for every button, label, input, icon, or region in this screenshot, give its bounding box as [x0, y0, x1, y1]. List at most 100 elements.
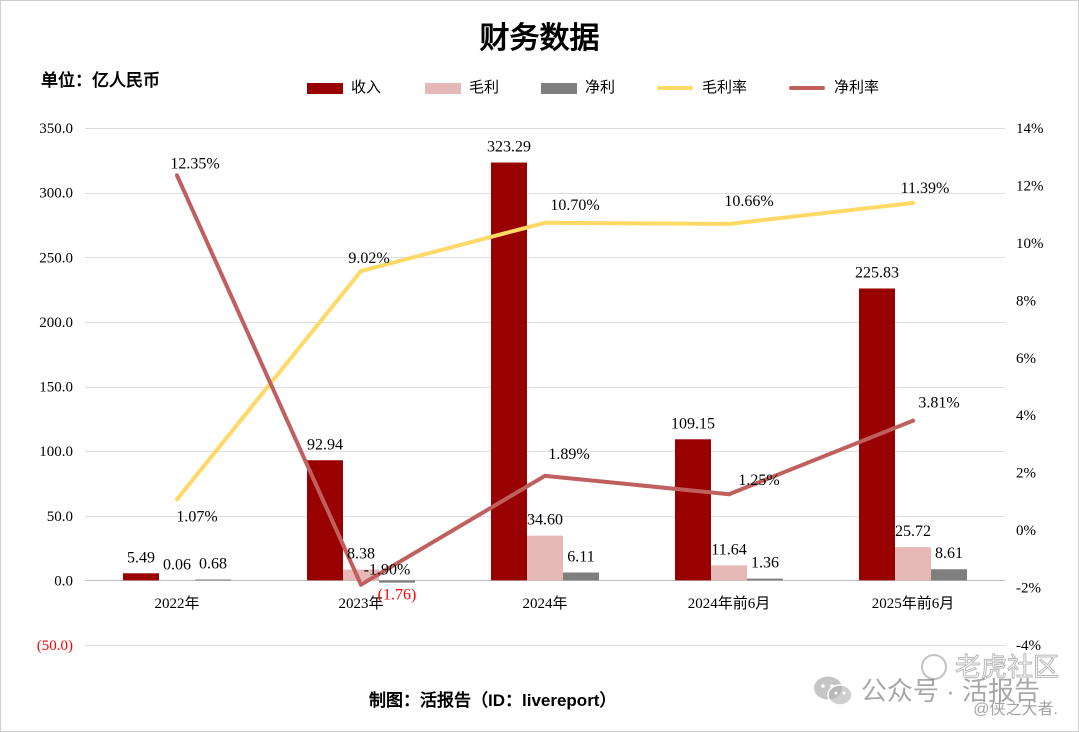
- y-left-tick-label: 300.0: [39, 186, 73, 202]
- net-profit-bar: [747, 578, 783, 581]
- legend-item-gross-profit: 毛利: [425, 78, 499, 98]
- y-left-tick-label: 150.0: [39, 380, 73, 396]
- revenue-bar: [123, 573, 159, 581]
- legend-label-net-profit: 净利: [585, 79, 616, 96]
- net-margin-point: [727, 492, 731, 497]
- net-profit-bar: [195, 579, 231, 581]
- bars: [123, 162, 967, 583]
- gross-margin-point: [175, 497, 179, 502]
- net-profit-bar: [931, 569, 967, 581]
- net-margin-data-label: 1.25%: [738, 472, 779, 489]
- net-profit-data-label: 0.68: [199, 555, 227, 572]
- y-right-tick-label: -2%: [1016, 581, 1041, 597]
- gross-profit-data-label: 0.06: [163, 556, 191, 573]
- legend-item-revenue: 收入: [307, 78, 381, 98]
- x-category-label: 2025年前6月: [872, 595, 955, 612]
- net-margin-data-label: -1.90%: [364, 562, 411, 579]
- revenue-bar: [491, 162, 527, 581]
- revenue-data-label: 5.49: [127, 549, 155, 566]
- legend-item-gross-margin: 毛利率: [657, 78, 747, 98]
- x-category-label: 2023年: [338, 595, 383, 612]
- wechat-icon: [813, 676, 853, 706]
- legend-swatch-gross-profit: [425, 82, 461, 94]
- source-credit: 制图：活报告（ID：livereport）: [369, 691, 617, 710]
- y-left-tick-label: 50.0: [47, 509, 73, 525]
- legend-label-net-margin: 净利率: [834, 79, 880, 96]
- legend-label-gross-profit: 毛利: [469, 79, 500, 96]
- gross-profit-bar: [527, 535, 563, 581]
- y-right-tick-label: 4%: [1016, 408, 1036, 424]
- net-margin-data-label: 12.35%: [170, 155, 219, 172]
- revenue-data-label: 323.29: [487, 139, 531, 156]
- revenue-data-label: 109.15: [671, 415, 715, 432]
- legend-swatch-revenue: [307, 82, 343, 94]
- revenue-data-label: 225.83: [855, 264, 899, 281]
- gross-margin-data-label: 1.07%: [176, 508, 217, 525]
- revenue-bar: [675, 439, 711, 581]
- x-category-label: 2022年: [154, 595, 199, 612]
- gross-profit-bar: [711, 565, 747, 581]
- gross-margin-data-label: 10.70%: [550, 197, 599, 214]
- net-profit-bar: [563, 572, 599, 581]
- y-right-tick-label: 12%: [1016, 178, 1044, 194]
- net-profit-data-label: 8.61: [935, 545, 963, 562]
- legend-swatch-net-margin: [789, 86, 825, 90]
- gross-margin-data-label: 10.66%: [724, 193, 773, 210]
- net-profit-data-label: (1.76): [378, 587, 417, 604]
- legend-label-revenue: 收入: [351, 79, 382, 96]
- revenue-data-label: 92.94: [307, 436, 343, 453]
- community-watermark-text: 老虎社区: [954, 652, 1059, 683]
- gross-profit-data-label: 11.64: [711, 541, 746, 558]
- gross-profit-bar: [343, 569, 379, 581]
- net-profit-data-label: 6.11: [567, 548, 594, 565]
- chart-title: 财务数据: [479, 22, 600, 55]
- net-margin-point: [543, 473, 547, 478]
- line-data-labels: 1.07% 9.02% 10.70% 10.66% 11.39% 12.35% -1.90%…: [170, 155, 959, 578]
- gridlines: [85, 128, 1005, 646]
- gross-margin-data-label: 9.02%: [348, 250, 389, 267]
- account-watermark: 公众号 · 活报告: [813, 675, 1040, 707]
- legend-swatch-net-profit: [541, 82, 577, 94]
- gross-margin-point: [359, 269, 363, 274]
- y-right-tick-label: 14%: [1016, 121, 1044, 137]
- net-margin-point: [911, 418, 915, 423]
- x-category-label: 2024年前6月: [688, 595, 771, 612]
- community-watermark: 老虎社区: [920, 651, 1060, 683]
- author-watermark: @侠之大者.: [973, 701, 1058, 718]
- gross-margin-point: [911, 200, 915, 205]
- gross-margin-data-label: 11.39%: [901, 180, 950, 197]
- legend-item-net-margin: 净利率: [789, 78, 879, 98]
- y-right-tick-label: 8%: [1016, 293, 1036, 309]
- y-left-tick-label: (50.0): [37, 638, 73, 654]
- account-watermark-text: 公众号 · 活报告: [860, 676, 1040, 706]
- net-margin-data-label: 3.81%: [918, 395, 959, 412]
- gross-margin-line: [175, 200, 915, 502]
- y-right-tick-label: 0%: [1016, 523, 1036, 539]
- lines: [175, 173, 915, 587]
- y-axis-right: 14% 12% 10% 8% 6% 4% 2% 0% -2% -4%: [1016, 121, 1044, 654]
- y-right-tick-label: -4%: [1016, 638, 1041, 654]
- net-margin-data-label: 1.89%: [548, 446, 589, 463]
- gross-profit-data-label: 8.38: [347, 546, 375, 563]
- net-margin-point: [359, 582, 363, 587]
- y-left-tick-label: 250.0: [39, 250, 73, 266]
- y-right-tick-label: 2%: [1016, 466, 1036, 482]
- y-left-tick-label: 0.0: [54, 573, 73, 589]
- gross-margin-point: [727, 221, 731, 226]
- x-category-label: 2024年: [522, 595, 567, 612]
- y-axis-left: 350.0 300.0 250.0 200.0 150.0 100.0 50.0 0.0 (50…: [37, 121, 73, 654]
- legend-item-net-profit: 净利: [541, 78, 615, 98]
- tiger-logo-icon: [920, 654, 947, 680]
- net-profit-data-label: 1.36: [751, 555, 779, 572]
- y-left-tick-label: 350.0: [39, 121, 73, 137]
- legend-label-gross-margin: 毛利率: [702, 79, 748, 96]
- bar-data-labels: 5.49 92.94 323.29 109.15 225.83 0.06 8.38 34.60…: [127, 139, 963, 604]
- legend-swatch-gross-margin: [657, 86, 693, 90]
- y-left-tick-label: 200.0: [39, 315, 73, 331]
- net-profit-bar: [379, 580, 415, 583]
- x-axis: 2022年 2023年 2024年 2024年前6月 2025年前6月: [154, 595, 954, 612]
- y-right-tick-label: 10%: [1016, 236, 1044, 252]
- y-left-tick-label: 100.0: [39, 444, 73, 460]
